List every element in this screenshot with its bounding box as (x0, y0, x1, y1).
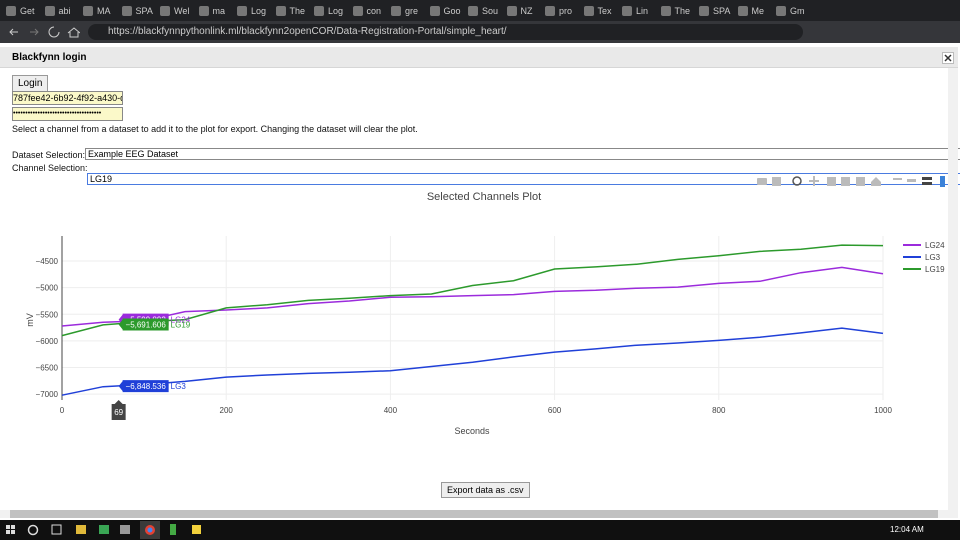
hover-box (118, 380, 169, 393)
y-tick-label: −4500 (36, 257, 59, 266)
h-scrollbar[interactable] (0, 510, 948, 518)
browser-tab[interactable]: Gm (774, 3, 810, 19)
browser-tab[interactable]: ma (197, 3, 233, 19)
x-tick-label: 1000 (874, 406, 892, 415)
browser-tab[interactable]: SPA (120, 3, 156, 19)
taskbar-icons (6, 521, 201, 539)
taskbar: 12:04 AM (0, 520, 960, 540)
browser-tab[interactable]: abi (43, 3, 79, 19)
browser-tab[interactable]: MA (81, 3, 117, 19)
browser-tab[interactable]: gre (389, 3, 425, 19)
browser-tab[interactable]: Log (312, 3, 348, 19)
browser-tab[interactable]: Tex (582, 3, 618, 19)
x-axis-title: Seconds (454, 426, 490, 436)
scrollbar[interactable] (948, 68, 958, 518)
channel-select[interactable]: LG19 (87, 173, 960, 185)
browser-tab[interactable]: Wel (158, 3, 194, 19)
browser-tab[interactable]: The (659, 3, 695, 19)
series-line (61, 266, 884, 327)
browser-tab[interactable]: The (274, 3, 310, 19)
token-input[interactable]: 787fee42-6b92-4f92-a430-d (12, 91, 123, 105)
nav-icons (9, 26, 81, 38)
url-field[interactable]: https://blackfynnpythonlink.ml/blackfynn… (88, 24, 803, 40)
browser-tab[interactable]: Lin (620, 3, 656, 19)
y-tick-label: −7000 (36, 390, 59, 399)
x-tick-label: 600 (548, 406, 562, 415)
browser-tab[interactable]: Get (4, 3, 40, 19)
browser-tab[interactable]: NZ (505, 3, 541, 19)
chart: Selected Channels Plot Seconds mV −7000 −… (25, 191, 945, 436)
y-tick-label: −5500 (36, 310, 59, 319)
browser-tab[interactable]: Me (736, 3, 772, 19)
dataset-select[interactable]: Example EEG Dataset (85, 148, 960, 160)
hover-x-label: 69 (114, 408, 123, 417)
login-button[interactable]: Login (12, 75, 49, 92)
y-axis-title: mV (25, 313, 35, 327)
series-line (61, 327, 884, 396)
legend-label: LG24 (925, 241, 945, 250)
hover-value: −5,691.606 (126, 320, 167, 329)
browser-tab[interactable]: SPA (697, 3, 733, 19)
y-tick-label: −5000 (36, 284, 59, 293)
browser-tab[interactable]: Goo (428, 3, 464, 19)
x-tick-label: 800 (712, 406, 726, 415)
hover-x-box (111, 400, 126, 420)
x-tick-label: 0 (60, 406, 65, 415)
legend-label: LG19 (925, 265, 945, 274)
x-tick-label: 400 (384, 406, 398, 415)
channel-label: Channel Selection: (12, 163, 88, 173)
instructions: Select a channel from a dataset to add i… (12, 124, 418, 134)
y-tick-label: −6000 (36, 337, 59, 346)
password-input[interactable]: •••••••••••••••••••••••••••••••••••• (12, 107, 123, 121)
x-tick-label: 200 (220, 406, 234, 415)
export-button[interactable]: Export data as .csv (441, 482, 530, 498)
series-line (61, 244, 884, 337)
browser-tab[interactable]: pro (543, 3, 579, 19)
tab-strip: Get abi MA SPA Wel ma Log The Log con gre Goo Sou NZ p… (0, 0, 960, 21)
browser-tab[interactable]: Log (235, 3, 271, 19)
hover-box (118, 318, 169, 331)
legend-label: LG3 (925, 253, 941, 262)
plot-toolbar[interactable] (755, 175, 950, 189)
browser-tab[interactable]: Sou (466, 3, 502, 19)
dialog-close[interactable] (942, 52, 954, 64)
hover-series: LG24 (171, 316, 191, 325)
y-tick-label: −6500 (36, 364, 59, 373)
dataset-label: Dataset Selection: (12, 150, 86, 160)
hover-value: −6,848.536 (126, 382, 167, 391)
hover-series: LG19 (171, 320, 191, 329)
hover-series: LG3 (171, 382, 187, 391)
browser-tab[interactable]: con (351, 3, 387, 19)
clock: 12:04 AM (890, 525, 924, 534)
chart-title: Selected Channels Plot (427, 191, 541, 203)
dialog-title: Blackfynn login (0, 47, 958, 68)
